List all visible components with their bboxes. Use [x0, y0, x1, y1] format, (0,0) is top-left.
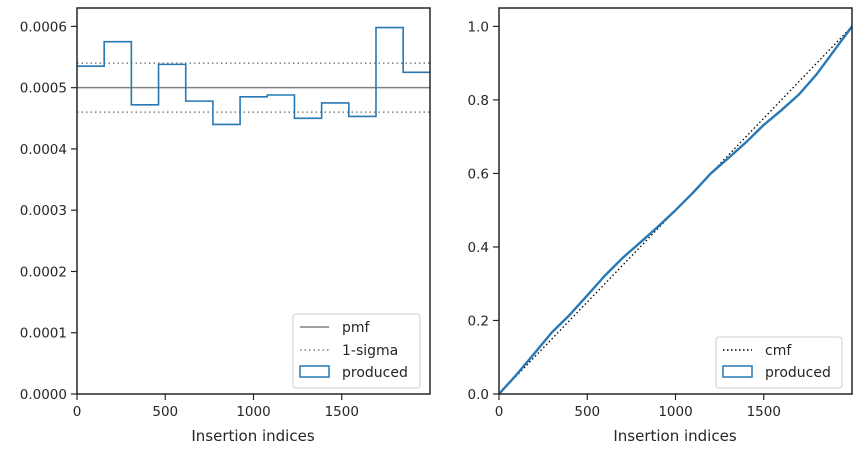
legend-produced-swatch — [299, 365, 330, 378]
legend-pmf-label: pmf — [342, 320, 371, 336]
pmf-axis-ticks: 0 500 1000 1500 0.0000 0.0001 0.0002 0.0003 0.00… — [20, 19, 359, 420]
cmf-xtick-label: 0 — [495, 404, 504, 420]
cmf-xtick-label: 1000 — [658, 404, 692, 420]
pmf-legend-box — [292, 313, 421, 389]
cmf-ytick-label: 0.4 — [468, 240, 489, 256]
pmf-xtick-label: 1000 — [236, 404, 270, 420]
pmf-xtick-label: 0 — [73, 404, 82, 420]
cmf-series-group — [498, 25, 853, 395]
pmf-series-group — [77, 26, 430, 126]
legend-cmf-produced-swatch — [722, 365, 753, 378]
pmf-xtick-label: 500 — [152, 404, 178, 420]
cmf-xlabel: Insertion indices — [613, 427, 736, 445]
cmf-ytick-label: 0.8 — [468, 93, 489, 109]
cmf-ytick-label: 0.2 — [468, 313, 489, 329]
pmf-ytick-label: 0.0001 — [20, 326, 67, 342]
legend-sigma-label: 1-sigma — [342, 343, 398, 359]
legend-cmf-label: cmf — [765, 343, 792, 359]
pmf-ytick-label: 0.0003 — [20, 203, 67, 219]
pmf-ytick-label: 0.0000 — [20, 387, 67, 403]
pmf-ytick-label: 0.0002 — [20, 264, 67, 280]
cmf-ytick-label: 1.0 — [468, 19, 489, 35]
legend-produced-label: produced — [342, 365, 408, 381]
cmf-line — [498, 25, 853, 395]
pmf-ytick-label: 0.0006 — [20, 19, 67, 35]
cmf-xtick-label: 500 — [574, 404, 600, 420]
cmf-ytick-label: 0.6 — [468, 166, 489, 182]
cmf-ytick-label: 0.0 — [468, 387, 489, 403]
pmf-xlabel: Insertion indices — [191, 427, 314, 445]
cmf-xtick-label: 1500 — [747, 404, 781, 420]
cmf-legend: cmf produced — [715, 336, 843, 389]
pmf-ytick-label: 0.0005 — [20, 81, 67, 97]
pmf-panel: 0 500 1000 1500 0.0000 0.0001 0.0002 0.0003 0.00… — [20, 7, 431, 445]
pmf-legend: pmf 1-sigma produced — [292, 313, 421, 389]
cmf-plot-area — [499, 8, 852, 394]
cmf-axis-ticks: 0 500 1000 1500 0.0 0.2 0.4 0.6 0.8 1.0 — [468, 19, 781, 420]
pmf-ytick-label: 0.0004 — [20, 142, 67, 158]
produced-cumulative-line — [498, 25, 853, 395]
cmf-panel: 0 500 1000 1500 0.0 0.2 0.4 0.6 0.8 1.0 Insertion… — [468, 7, 853, 445]
pmf-xtick-label: 1500 — [325, 404, 359, 420]
produced-histogram — [77, 26, 430, 126]
legend-cmf-produced-label: produced — [765, 365, 831, 381]
